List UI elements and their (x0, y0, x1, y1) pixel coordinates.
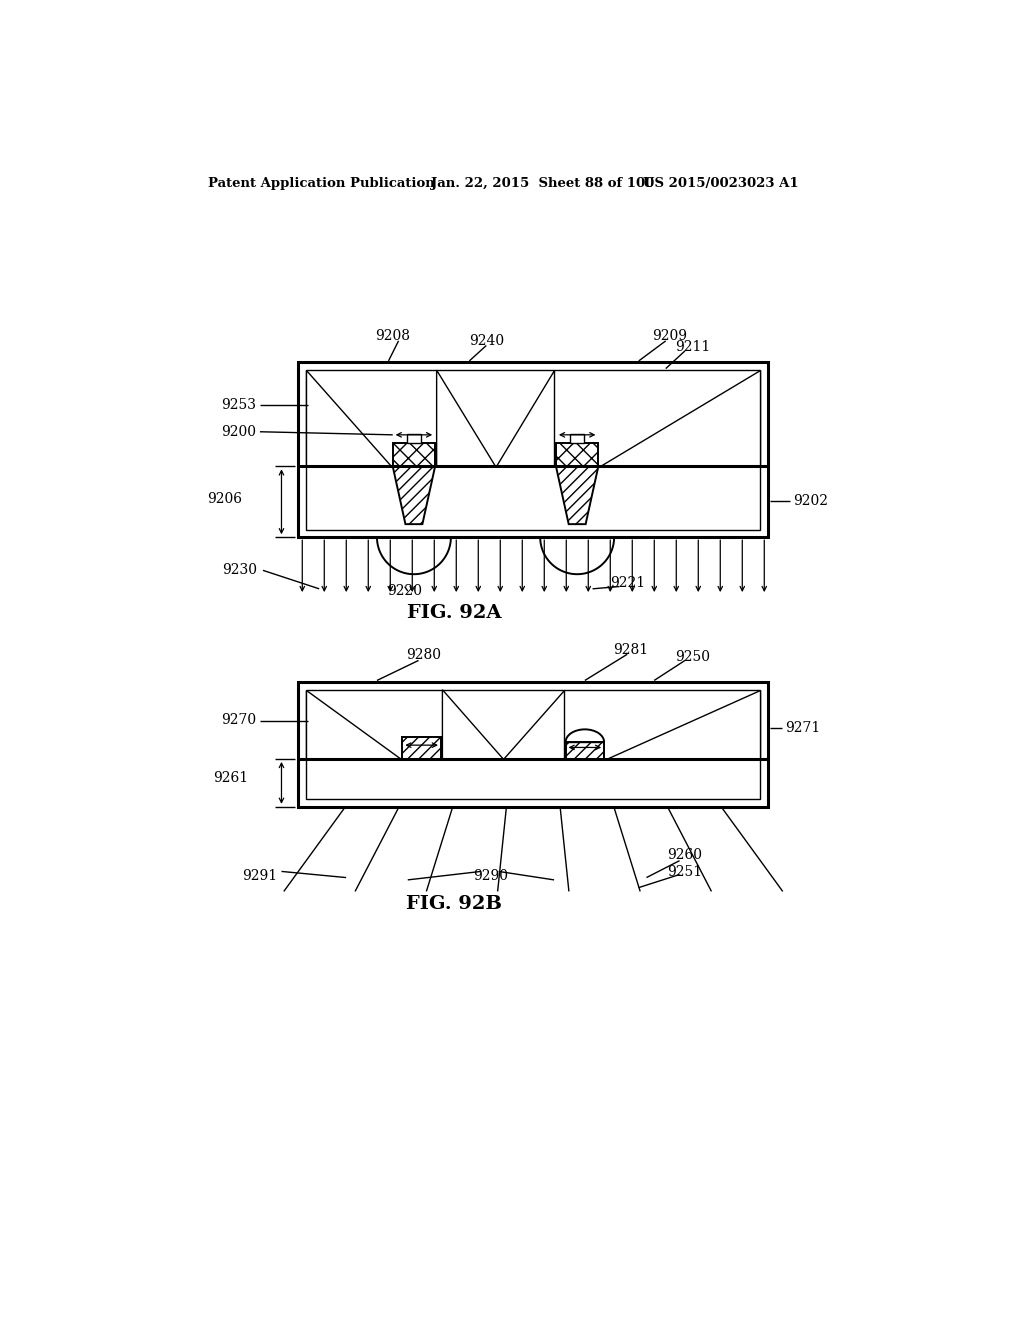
Text: 9290: 9290 (473, 869, 509, 883)
Text: 9202: 9202 (793, 494, 827, 508)
Polygon shape (600, 370, 761, 466)
Bar (393, 444, 435, 466)
Text: 9250: 9250 (675, 651, 711, 664)
Text: Jan. 22, 2015  Sheet 88 of 100: Jan. 22, 2015 Sheet 88 of 100 (431, 177, 654, 190)
Bar (565, 742, 604, 759)
Text: US 2015/0023023 A1: US 2015/0023023 A1 (643, 177, 799, 190)
Polygon shape (556, 466, 598, 524)
Bar (306, 689, 761, 799)
Text: 9271: 9271 (785, 721, 820, 735)
Text: 9281: 9281 (613, 643, 648, 656)
Text: 9251: 9251 (668, 865, 702, 879)
Text: 9220: 9220 (387, 585, 422, 598)
Polygon shape (442, 689, 503, 759)
Polygon shape (306, 689, 400, 759)
Bar (402, 738, 441, 759)
Polygon shape (306, 370, 391, 466)
Bar (306, 370, 761, 529)
Text: 9280: 9280 (406, 648, 440, 663)
Text: FIG. 92A: FIG. 92A (407, 603, 501, 622)
Text: 9253: 9253 (221, 397, 256, 412)
Bar (407, 434, 421, 444)
Bar (298, 363, 768, 537)
Text: 9211: 9211 (675, 341, 711, 354)
Text: 9230: 9230 (222, 564, 258, 577)
Bar (556, 444, 598, 466)
Text: 9221: 9221 (609, 577, 645, 590)
Polygon shape (393, 466, 435, 524)
Text: 9291: 9291 (242, 869, 276, 883)
Bar (570, 434, 584, 444)
Text: 9270: 9270 (221, 714, 256, 727)
Text: 9261: 9261 (213, 771, 249, 785)
Text: FIG. 92B: FIG. 92B (406, 895, 502, 912)
Bar (298, 682, 768, 807)
Text: Patent Application Publication: Patent Application Publication (208, 177, 434, 190)
Text: 9208: 9208 (375, 329, 410, 342)
Text: 9260: 9260 (668, 849, 702, 862)
Text: 9200: 9200 (221, 425, 256, 438)
Polygon shape (503, 689, 564, 759)
Text: 9209: 9209 (652, 329, 687, 342)
Text: 9240: 9240 (469, 334, 504, 348)
Polygon shape (605, 689, 761, 759)
Polygon shape (436, 370, 496, 466)
Polygon shape (496, 370, 554, 466)
Text: 9206: 9206 (207, 492, 243, 506)
